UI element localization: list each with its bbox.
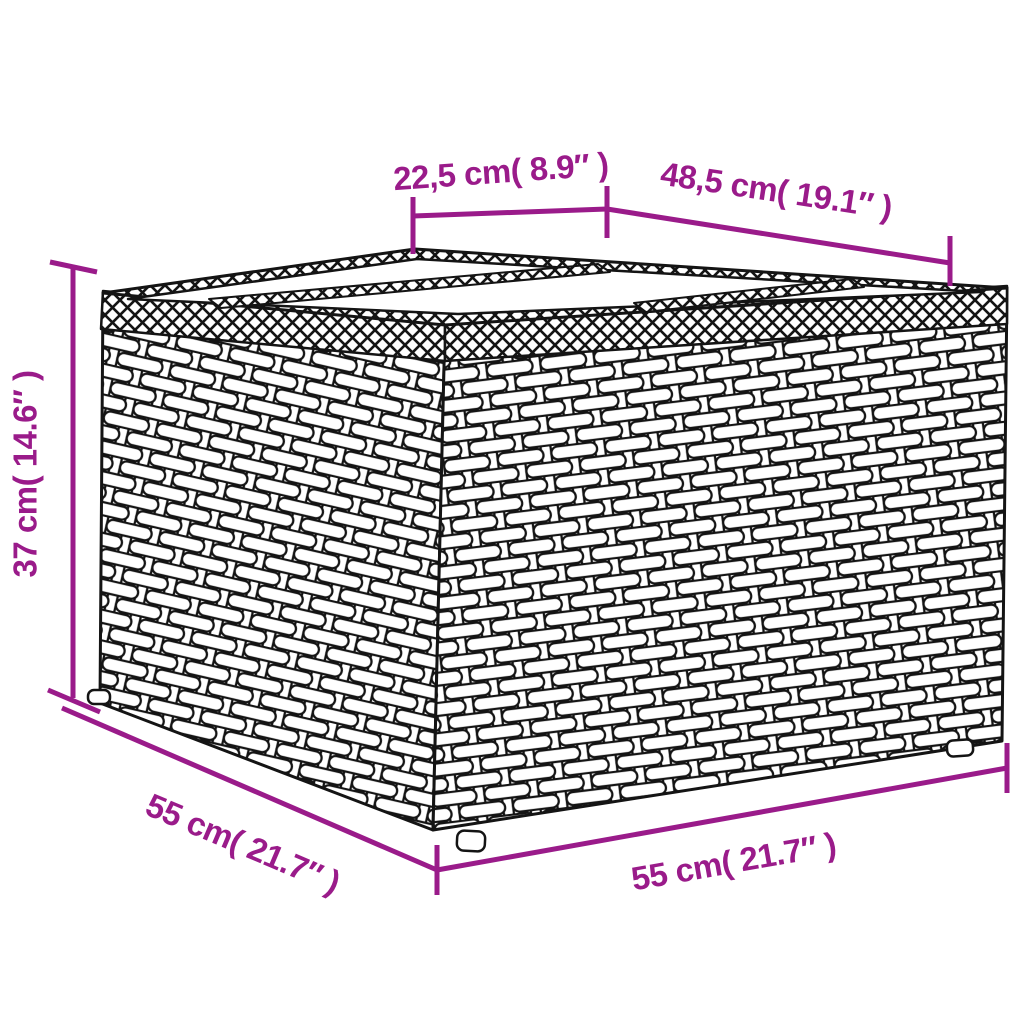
table-foot-front: [455, 829, 487, 853]
table-foot-left: [86, 688, 112, 706]
dimension-line: [412, 206, 608, 219]
glass-divider-left: [208, 263, 611, 309]
dimension-label-width: 55 cm( 21.7″ ): [628, 825, 838, 897]
table-right-face: [431, 286, 1009, 832]
dimension-label-top-left-span: 22,5 cm( 8.9″ ): [392, 145, 610, 197]
dimension-height: [47, 259, 101, 715]
glass-divider-right: [633, 278, 865, 313]
dimension-line: [606, 206, 951, 266]
dimension-top-left-span: [410, 186, 610, 254]
rattan-table-illustration: [86, 247, 1009, 853]
dimension-line: [436, 765, 1008, 873]
dimension-label-height: 37 cm( 14.6″ ): [7, 371, 44, 578]
dimension-tick: [47, 687, 101, 715]
dimension-line: [61, 705, 438, 873]
dimension-label-top-right-span: 48,5 cm( 19.1″ ): [658, 155, 894, 226]
glass-top-surface: [126, 257, 982, 316]
dimension-top-right-span: [606, 206, 953, 286]
dimension-width: [436, 743, 1010, 873]
dimension-label-depth: 55 cm( 21.7″ ): [141, 786, 346, 901]
dimension-tick: [49, 259, 98, 275]
table-foot-right: [945, 738, 975, 758]
